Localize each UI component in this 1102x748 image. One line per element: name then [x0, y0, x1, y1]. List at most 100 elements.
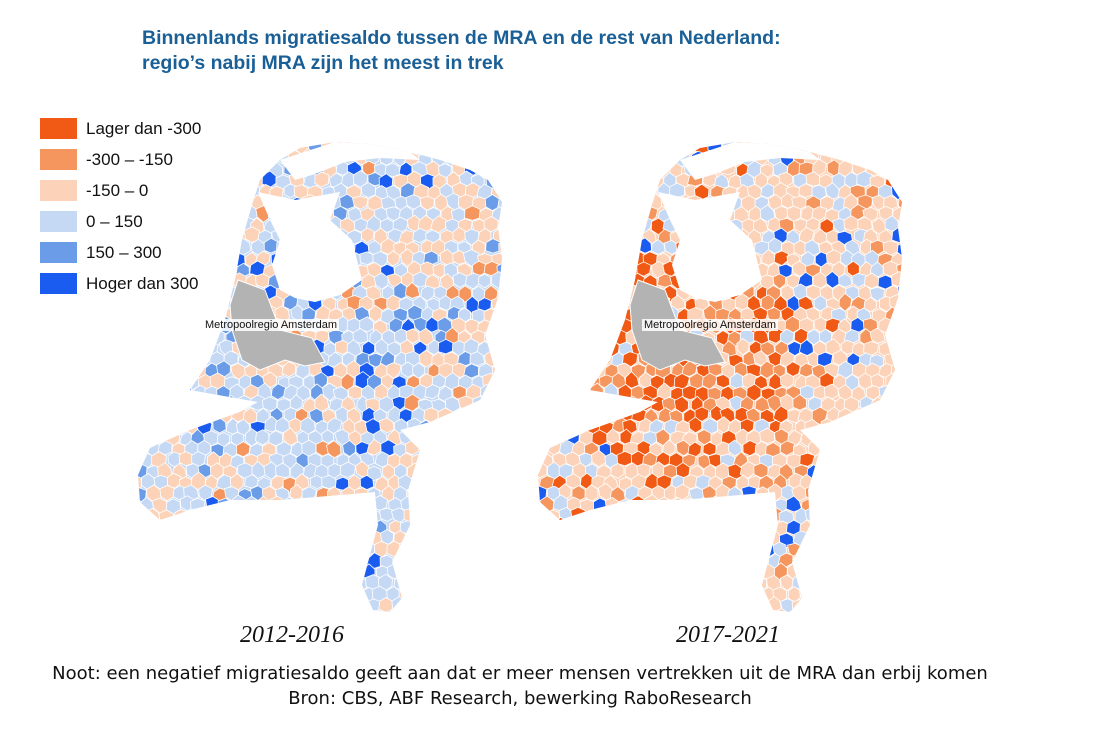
municipality — [909, 195, 921, 211]
municipality — [334, 587, 350, 603]
municipality — [465, 142, 480, 155]
municipality — [166, 407, 181, 425]
municipality — [430, 531, 446, 549]
municipality — [191, 142, 207, 155]
municipality — [558, 351, 574, 369]
municipality — [814, 587, 829, 604]
municipality — [865, 473, 881, 492]
municipality — [480, 383, 495, 400]
municipality — [506, 275, 520, 290]
municipality — [577, 297, 593, 313]
municipality — [884, 142, 899, 146]
municipality — [649, 574, 664, 590]
municipality — [463, 517, 480, 535]
municipality — [179, 160, 195, 179]
municipality — [830, 598, 845, 612]
municipality — [152, 340, 168, 358]
municipality — [741, 552, 757, 567]
municipality — [261, 396, 278, 412]
municipality — [443, 417, 460, 435]
municipality — [586, 573, 602, 591]
municipality — [909, 507, 920, 524]
municipality — [616, 450, 634, 467]
municipality — [276, 531, 291, 546]
municipality — [425, 430, 440, 447]
municipality — [596, 149, 612, 167]
municipality — [250, 574, 266, 593]
municipality — [159, 550, 175, 568]
municipality — [616, 564, 631, 579]
municipality — [141, 563, 156, 581]
municipality — [710, 542, 725, 559]
municipality — [295, 541, 311, 556]
municipality — [897, 374, 902, 390]
municipality — [883, 486, 900, 503]
municipality — [170, 351, 187, 366]
municipality — [172, 238, 189, 255]
municipality — [598, 192, 613, 211]
municipality — [262, 529, 278, 546]
municipality — [263, 552, 280, 571]
municipality — [648, 597, 665, 612]
municipality — [605, 184, 620, 201]
municipality — [308, 520, 325, 536]
municipality — [505, 520, 520, 533]
municipality — [697, 563, 712, 582]
municipality — [538, 429, 541, 448]
municipality — [436, 453, 453, 468]
municipality — [379, 417, 395, 434]
municipality — [618, 498, 634, 514]
municipality — [560, 328, 576, 348]
municipality — [491, 161, 502, 178]
municipality — [413, 497, 428, 513]
municipality — [538, 206, 541, 223]
municipality — [180, 364, 195, 381]
municipality — [483, 595, 498, 612]
municipality — [617, 586, 633, 603]
municipality — [138, 295, 141, 312]
municipality — [418, 349, 434, 368]
municipality — [846, 440, 861, 457]
municipality — [171, 152, 187, 168]
legend-item: Hoger dan 300 — [40, 268, 201, 299]
municipality — [302, 529, 318, 547]
municipality — [585, 241, 600, 258]
municipality — [297, 565, 312, 583]
municipality — [442, 529, 460, 548]
municipality — [164, 317, 181, 334]
municipality — [605, 161, 621, 177]
municipality — [432, 573, 449, 591]
municipality — [307, 542, 324, 561]
municipality — [901, 518, 902, 538]
municipality — [456, 530, 474, 549]
municipality — [576, 561, 592, 579]
municipality — [498, 239, 502, 257]
municipality — [570, 239, 585, 257]
municipality — [230, 205, 245, 223]
municipality — [538, 196, 549, 212]
municipality — [599, 572, 616, 591]
municipality — [398, 564, 414, 580]
municipality — [702, 528, 717, 548]
municipality — [904, 317, 918, 333]
municipality — [544, 418, 560, 436]
municipality — [612, 262, 627, 280]
municipality — [572, 597, 589, 612]
municipality — [539, 250, 556, 267]
municipality — [610, 462, 625, 479]
municipality — [153, 206, 168, 222]
municipality — [258, 142, 273, 155]
map-2017-2021 — [538, 142, 921, 612]
municipality — [304, 599, 319, 612]
municipality — [901, 228, 902, 247]
municipality — [538, 362, 540, 380]
municipality — [655, 541, 671, 560]
municipality — [496, 575, 502, 591]
legend-label: -150 – 0 — [86, 180, 149, 200]
municipality — [589, 207, 606, 223]
municipality — [172, 142, 189, 145]
municipality — [538, 272, 542, 289]
municipality — [859, 149, 875, 166]
municipality — [570, 217, 587, 235]
municipality — [748, 564, 765, 581]
